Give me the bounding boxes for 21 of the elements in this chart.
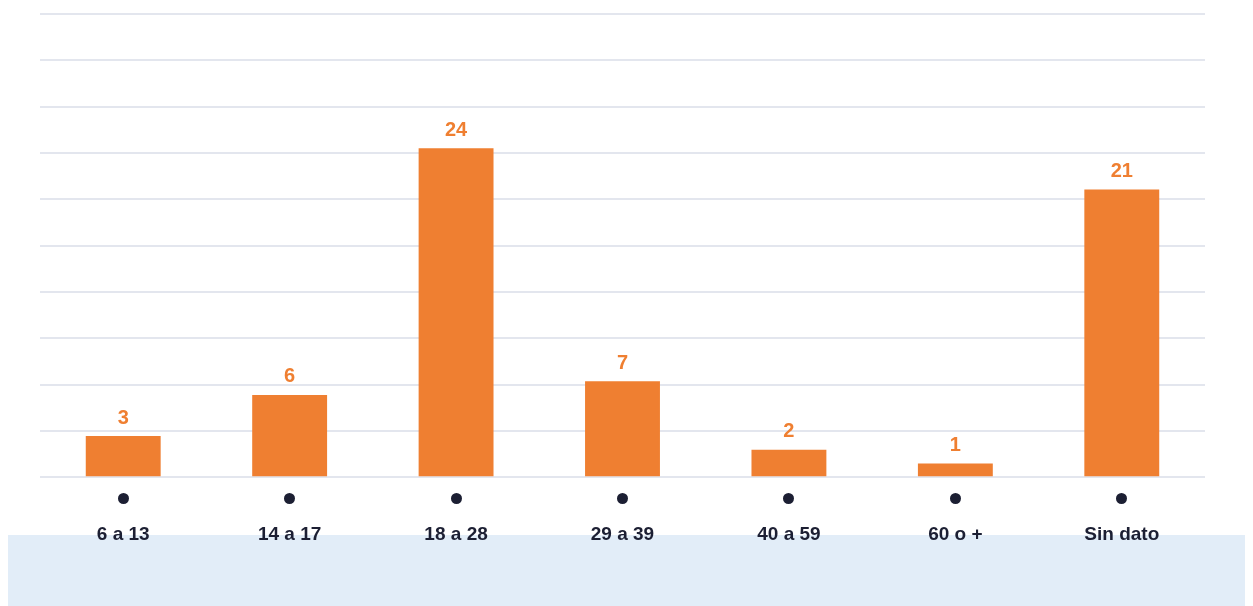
bar (585, 381, 660, 477)
x-tick-label: 18 a 28 (424, 522, 488, 544)
bar (85, 436, 161, 477)
data-label: 6 (284, 364, 296, 387)
data-label: 3 (117, 405, 129, 428)
bar (418, 148, 494, 477)
bar (751, 449, 827, 477)
x-tick-label: 29 a 39 (590, 522, 655, 544)
bar (917, 463, 993, 477)
data-label: 24 (444, 117, 469, 140)
x-tick-label: Sin dato (1084, 522, 1160, 544)
x-tick-label: 40 a 59 (757, 522, 821, 544)
x-tick-label: 60 o + (928, 522, 983, 544)
data-label: 7 (616, 350, 629, 373)
x-tick-label: 14 a 17 (257, 522, 322, 544)
data-label: 21 (1110, 158, 1133, 181)
bar (252, 394, 328, 477)
x-tick-label: 6 a 13 (96, 522, 150, 544)
data-label: 1 (949, 433, 961, 456)
data-label: 2 (783, 419, 795, 442)
bar (1084, 189, 1160, 477)
